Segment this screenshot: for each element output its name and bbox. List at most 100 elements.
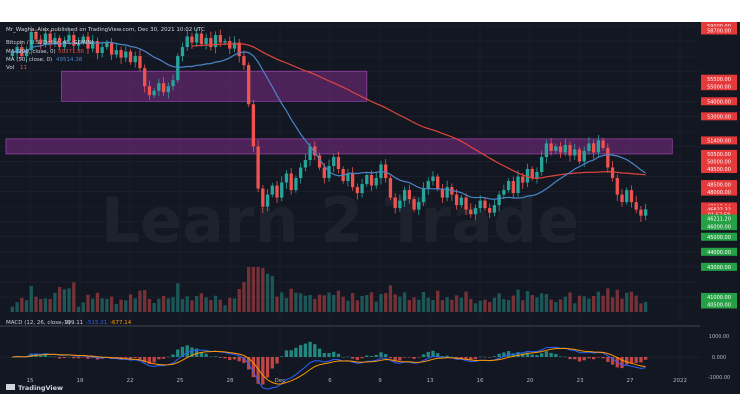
macd-hist-bar [350,357,355,359]
volume-bar [199,293,204,312]
volume-bar [384,293,388,312]
ma200-legend[interactable]: MA (200, close, 0) 50371.86 [6,49,85,55]
candle-body [469,209,473,215]
candle-body [516,176,520,194]
volume-bar [488,302,492,312]
macd-hist-bar [48,356,52,358]
candle-body [355,187,360,194]
ma50-legend[interactable]: MA (50, close, 0) 49514.38 [6,57,83,63]
volume-bar [369,292,374,312]
macd-legend-value-3: -677.14 [110,320,132,326]
candle-body [549,143,553,151]
macd-hist-bar [237,357,241,362]
macd-hist-bar [426,351,430,357]
macd-hist-bar [265,357,270,378]
candle-body [317,155,322,168]
symbol-line[interactable]: Bitcoin / U.S. Dollar, 4h, GEMINI [6,40,93,46]
volume-bar [601,295,605,312]
macd-hist-bar [138,357,142,360]
time-axis[interactable]: 15 18 22 25 28 Dec 6 9 13 16 20 23 27 2022 [27,378,688,384]
candle-body [554,146,558,151]
volume-bar [511,295,515,312]
candle-body [591,143,596,153]
volume-bar [308,295,312,312]
volume-bar [317,294,322,312]
macd-hist-bar [43,354,48,357]
macd-hist-bar [384,353,388,357]
volume-bar [625,292,629,312]
macd-hist-bar [341,356,345,358]
macd-hist-bar [365,355,369,357]
volume-bar [568,292,572,312]
volume-bar [204,297,208,312]
volume-bar [166,298,170,312]
macd-hist-bar [228,357,232,360]
time-tick-label: 6 [328,378,332,384]
macd-hist-bar [473,357,478,360]
candle-body [606,147,610,168]
macd-pane [0,341,700,390]
volume-bar [629,291,634,312]
candle-body [388,178,393,198]
time-tick-label: 23 [577,378,584,384]
volume-bar [483,299,487,312]
macd-hist-bar [327,353,331,357]
macd-hist-bar [133,357,137,359]
price-tag-label: 50000.00 [707,160,731,166]
volume-bar [388,285,393,312]
price-tag [701,222,737,231]
volume-bar [289,288,293,312]
price-chart[interactable]: Learn 2 Trade 59000.0058700.0055500.0055… [0,22,740,394]
candle-body [157,83,161,91]
candle-body [374,178,378,186]
candle-body [29,32,33,51]
price-scale[interactable]: 59000.0058700.0055500.0055000.0054000.00… [700,22,740,381]
candle-body [601,140,605,148]
candle-body [57,38,62,48]
macd-hist-bar [76,357,81,359]
volume-bar [610,297,615,312]
candle-body [10,53,15,57]
macd-hist-bar [525,352,530,357]
price-tag [701,262,737,271]
price-tag [701,82,737,91]
macd-hist-bar [591,357,596,360]
price-tag [701,292,737,301]
price-tag [701,149,737,158]
volume-bar [143,290,147,312]
candle-body [228,41,232,49]
macd-legend[interactable]: MACD (12, 26, close, 9) -199.11 -515.21 … [6,320,132,326]
macd-hist-bar [81,357,85,358]
volume-bar [251,267,256,312]
macd-hist-bar [143,357,147,363]
macd-hist-bar [67,356,71,358]
volume-bar [43,298,48,312]
candle-body [365,175,369,185]
price-tag [701,232,737,241]
tradingview-brand[interactable]: TradingView [6,384,63,392]
macd-hist-bar [313,344,317,357]
signal-line [12,347,646,385]
candle-body [133,56,137,63]
macd-hist-bar [204,353,208,357]
volume-legend[interactable]: Vol 11 [6,65,27,71]
macd-hist-bar [402,357,407,358]
candle-body [497,194,501,206]
macd-hist-bar [124,357,128,358]
candle-body [294,178,298,191]
candle-body [251,104,256,147]
candle-body [322,167,326,179]
price-tag-label: 46000.00 [707,224,731,230]
price-tag-label: 46211.20 [707,217,731,223]
volume-bar [81,302,85,312]
macd-hist-bar [29,353,33,357]
volume-bar [124,300,128,312]
candle-body [568,144,572,156]
macd-hist-bar [308,341,312,357]
candle-body [209,38,213,48]
macd-hist-bar [39,355,43,357]
time-tick-label: 20 [527,378,534,384]
candle-body [256,146,260,189]
volume-bar [228,297,232,312]
macd-hist-bar [360,357,364,359]
